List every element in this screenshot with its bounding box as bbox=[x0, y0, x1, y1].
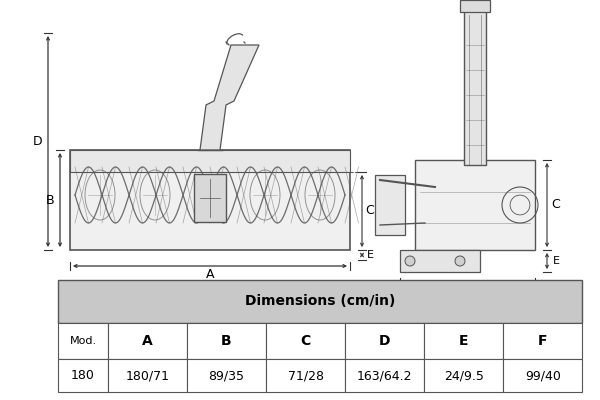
Text: D: D bbox=[33, 135, 43, 148]
Bar bbox=[503, 359, 582, 392]
Bar bbox=[345, 323, 424, 359]
Text: F: F bbox=[464, 284, 471, 298]
Bar bbox=[70, 150, 350, 172]
Bar bbox=[187, 359, 266, 392]
Bar bbox=[503, 323, 582, 359]
Text: E: E bbox=[459, 334, 469, 348]
Bar bbox=[70, 150, 350, 250]
Bar bbox=[58, 280, 582, 323]
Circle shape bbox=[455, 256, 465, 266]
Text: 89/35: 89/35 bbox=[208, 369, 244, 382]
Text: 71/28: 71/28 bbox=[287, 369, 323, 382]
Bar bbox=[415, 160, 535, 250]
Text: B: B bbox=[46, 194, 55, 206]
Bar bbox=[187, 323, 266, 359]
Text: F: F bbox=[538, 334, 547, 348]
Text: A: A bbox=[206, 268, 214, 282]
Bar bbox=[345, 359, 424, 392]
Bar bbox=[58, 323, 108, 359]
Text: C: C bbox=[365, 204, 374, 218]
Bar bbox=[424, 359, 503, 392]
Text: 99/40: 99/40 bbox=[525, 369, 560, 382]
Text: 24/9.5: 24/9.5 bbox=[444, 369, 484, 382]
Bar bbox=[460, 0, 490, 12]
Bar bbox=[375, 175, 405, 235]
Text: Mod.: Mod. bbox=[70, 336, 97, 346]
Text: E: E bbox=[553, 256, 560, 266]
Text: A: A bbox=[142, 334, 153, 348]
Circle shape bbox=[405, 256, 415, 266]
Bar bbox=[266, 359, 345, 392]
Text: 180: 180 bbox=[71, 369, 95, 382]
Bar bbox=[424, 323, 503, 359]
Text: 163/64.2: 163/64.2 bbox=[357, 369, 412, 382]
Text: D: D bbox=[379, 334, 391, 348]
Text: 180/71: 180/71 bbox=[125, 369, 169, 382]
Polygon shape bbox=[200, 45, 259, 150]
Text: B: B bbox=[221, 334, 232, 348]
Bar bbox=[400, 250, 480, 272]
Bar bbox=[194, 174, 226, 222]
Bar bbox=[464, 10, 486, 165]
Text: E: E bbox=[367, 250, 374, 260]
Bar bbox=[266, 323, 345, 359]
Text: C: C bbox=[551, 198, 560, 212]
Bar bbox=[108, 359, 187, 392]
Bar bbox=[58, 359, 108, 392]
Text: Dimensions (cm/in): Dimensions (cm/in) bbox=[245, 294, 395, 308]
Text: C: C bbox=[301, 334, 311, 348]
Bar bbox=[108, 323, 187, 359]
